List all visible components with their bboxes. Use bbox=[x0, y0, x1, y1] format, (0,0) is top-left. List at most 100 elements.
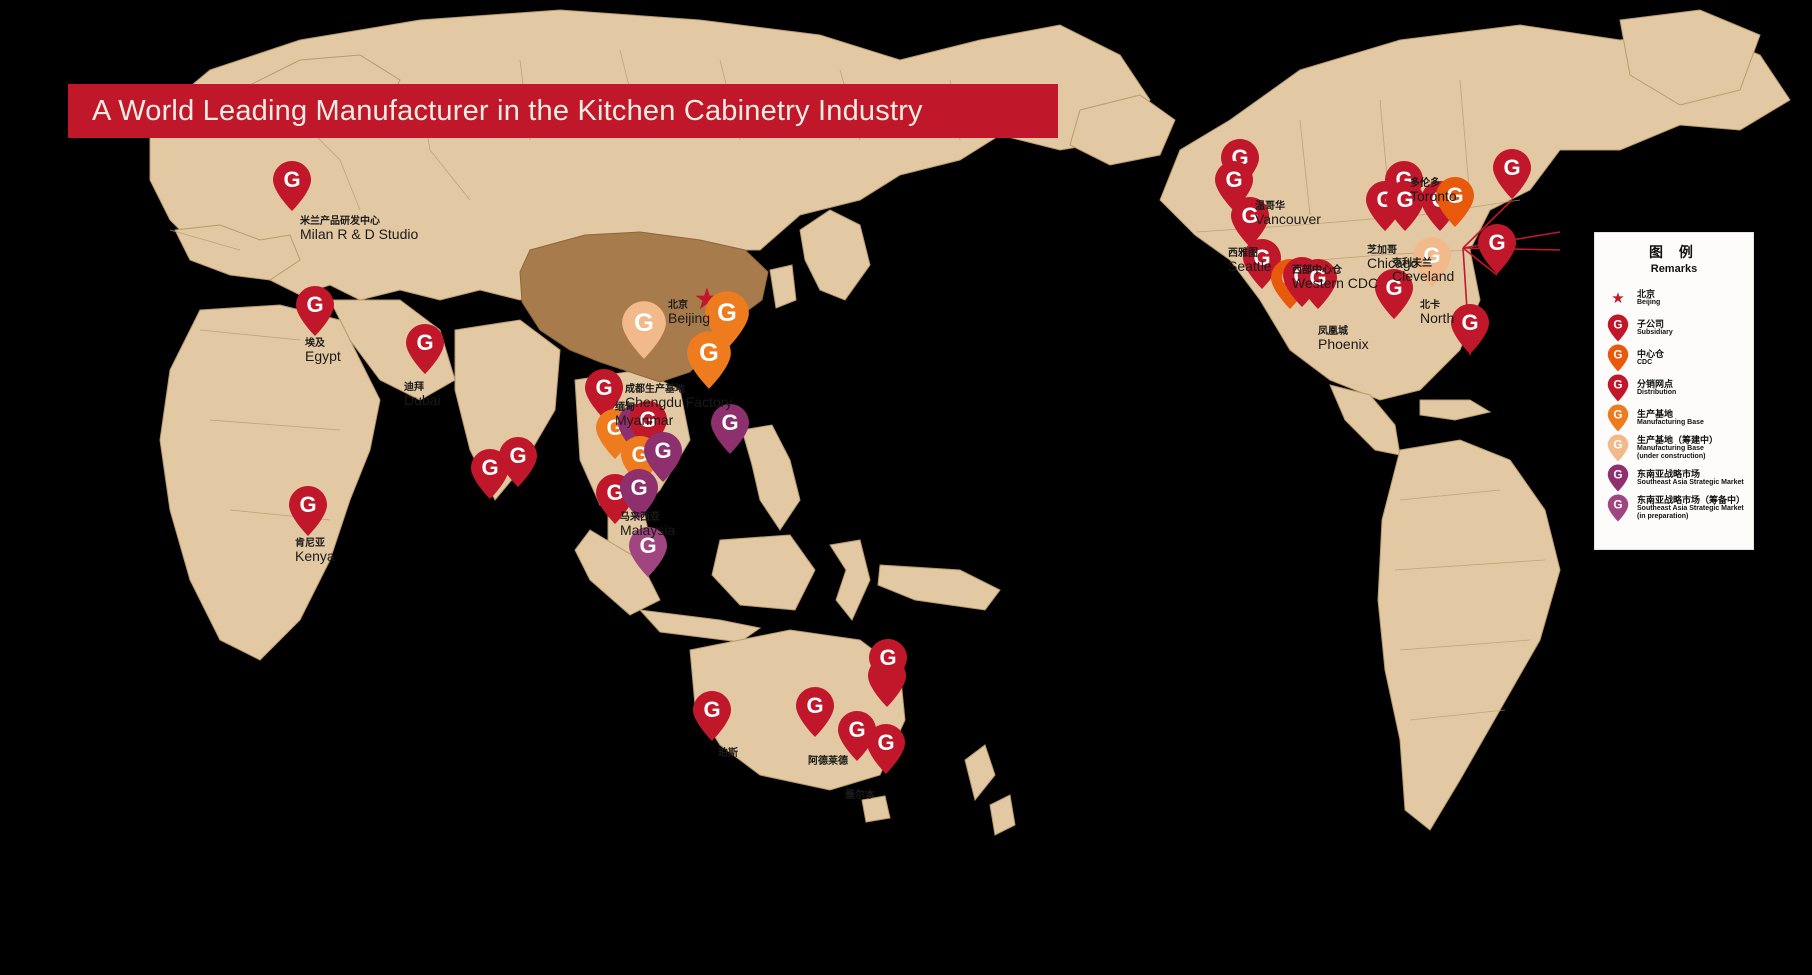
map-pin-g-icon: G bbox=[1601, 434, 1635, 462]
map-pin-perth[interactable]: G bbox=[692, 690, 732, 742]
map-pin-seattle[interactable]: G bbox=[1230, 196, 1270, 248]
legend-row-6: G 东南亚战略市场 Southeast Asia Strategic Market bbox=[1601, 463, 1747, 493]
map-pin-cleveland-2[interactable]: G bbox=[1435, 176, 1475, 228]
legend-label-en: Manufacturing Base bbox=[1637, 419, 1704, 426]
map-pin-g-icon: G bbox=[1601, 404, 1635, 432]
svg-text:G: G bbox=[481, 455, 498, 480]
map-pin-g-icon: G bbox=[1601, 314, 1635, 342]
svg-text:G: G bbox=[1613, 468, 1622, 482]
svg-text:G: G bbox=[1241, 203, 1258, 228]
svg-text:G: G bbox=[299, 492, 316, 517]
map-pin-dubai[interactable]: G bbox=[405, 323, 445, 375]
map-pin-philippines[interactable]: G bbox=[710, 403, 750, 455]
legend-label-cn: 生产基地 bbox=[1637, 409, 1674, 419]
svg-text:G: G bbox=[1613, 378, 1622, 392]
svg-text:G: G bbox=[1423, 243, 1440, 268]
svg-text:G: G bbox=[1613, 438, 1622, 452]
svg-text:G: G bbox=[1385, 275, 1402, 300]
map-pin-milan[interactable]: G bbox=[272, 160, 312, 212]
legend-label: 北京 Beijing bbox=[1635, 289, 1747, 307]
svg-text:G: G bbox=[1461, 310, 1478, 335]
svg-text:G: G bbox=[1396, 187, 1413, 212]
svg-text:G: G bbox=[595, 375, 612, 400]
legend-label-en: Southeast Asia Strategic Market bbox=[1637, 479, 1744, 486]
map-pin-china-east-2[interactable]: G bbox=[686, 330, 732, 390]
legend-label-cn: 分销网点 bbox=[1637, 379, 1674, 389]
title-banner: A World Leading Manufacturer in the Kitc… bbox=[68, 84, 1058, 138]
map-pin-kenya[interactable]: G bbox=[288, 485, 328, 537]
map-pin-adelaide[interactable]: G bbox=[795, 686, 835, 738]
legend-label: 子公司 Subsidiary bbox=[1635, 319, 1747, 337]
legend-label-en: Southeast Asia Strategic Market bbox=[1637, 505, 1744, 512]
legend-label-en: Manufacturing Base bbox=[1637, 445, 1704, 452]
map-pin-malaysia-2[interactable]: G bbox=[619, 468, 659, 520]
legend-title-cn: 图 例 bbox=[1649, 244, 1699, 260]
map-pin-myanmar[interactable]: G bbox=[584, 368, 624, 420]
svg-text:G: G bbox=[877, 730, 894, 755]
map-pin-india-s[interactable]: G bbox=[498, 436, 538, 488]
svg-text:G: G bbox=[703, 697, 720, 722]
map-pin-melb-2[interactable]: G bbox=[866, 723, 906, 775]
map-pin-india-w[interactable]: G bbox=[470, 448, 510, 500]
svg-text:G: G bbox=[806, 693, 823, 718]
map-pin-chicago-3[interactable]: G bbox=[1385, 180, 1425, 232]
svg-text:G: G bbox=[630, 475, 647, 500]
map-pin-brisbane[interactable]: G bbox=[868, 638, 908, 690]
map-pin-newyork[interactable]: G bbox=[1477, 223, 1517, 275]
legend-row-4: G 生产基地 Manufacturing Base bbox=[1601, 403, 1747, 433]
page-title: A World Leading Manufacturer in the Kitc… bbox=[92, 94, 923, 127]
svg-text:G: G bbox=[283, 167, 300, 192]
svg-text:G: G bbox=[1613, 498, 1622, 512]
map-pin-north-car[interactable]: G bbox=[1412, 236, 1452, 288]
svg-text:G: G bbox=[306, 292, 323, 317]
legend-label-cn: 中心仓 bbox=[1637, 349, 1665, 359]
map-pin-florida[interactable]: G bbox=[1450, 303, 1490, 355]
legend-label: 生产基地 Manufacturing Base bbox=[1635, 409, 1747, 427]
legend-label-cn: 生产基地（筹建中） bbox=[1637, 435, 1719, 445]
svg-text:G: G bbox=[416, 330, 433, 355]
svg-text:G: G bbox=[721, 410, 738, 435]
map-pin-melb-1[interactable]: G bbox=[837, 710, 877, 762]
map-pin-viet-sea[interactable]: G bbox=[643, 431, 683, 483]
svg-text:G: G bbox=[1488, 230, 1505, 255]
legend-label: 分销网点 Distribution bbox=[1635, 379, 1747, 397]
svg-text:G: G bbox=[879, 645, 896, 670]
legend-label-en: Distribution bbox=[1637, 389, 1677, 396]
svg-text:G: G bbox=[699, 339, 719, 367]
legend-label-en: CDC bbox=[1637, 359, 1653, 366]
legend-row-3: G 分销网点 Distribution bbox=[1601, 373, 1747, 403]
svg-text:G: G bbox=[1446, 183, 1463, 208]
map-pin-g-icon: G bbox=[1601, 464, 1635, 492]
map-pin-indonesia[interactable]: G bbox=[628, 526, 668, 578]
map-pin-chengdu[interactable]: G bbox=[621, 300, 667, 360]
map-pin-g-icon: G bbox=[1601, 374, 1635, 402]
svg-text:G: G bbox=[717, 299, 737, 327]
svg-text:G: G bbox=[1613, 318, 1622, 332]
svg-text:G: G bbox=[1613, 348, 1622, 362]
legend-row-0: ★ 北京 Beijing bbox=[1601, 283, 1747, 313]
legend-label-en: Beijing bbox=[1637, 299, 1661, 306]
legend-row-2: G 中心仓 CDC bbox=[1601, 343, 1747, 373]
map-pin-texas[interactable]: G bbox=[1374, 268, 1414, 320]
svg-text:G: G bbox=[639, 533, 656, 558]
map-pin-egypt[interactable]: G bbox=[295, 285, 335, 337]
legend-label: 东南亚战略市场（筹备中） Southeast Asia Strategic Mar… bbox=[1635, 495, 1747, 521]
svg-text:G: G bbox=[1225, 167, 1242, 192]
legend-header: 图 例 Remarks bbox=[1595, 233, 1753, 275]
legend-label-cn: 东南亚战略市场（筹备中） bbox=[1637, 495, 1746, 505]
legend-title-en: Remarks bbox=[1650, 263, 1698, 275]
legend-label-en: Subsidiary bbox=[1637, 329, 1673, 336]
legend-panel: 图 例 Remarks ★ 北京 Beijing G 子公司 Subsidiary G 中心仓… bbox=[1594, 232, 1754, 550]
legend-row-1: G 子公司 Subsidiary bbox=[1601, 313, 1747, 343]
map-pin-toronto[interactable]: G bbox=[1492, 148, 1532, 200]
map-pin-western-3[interactable]: G bbox=[1298, 258, 1338, 310]
svg-text:G: G bbox=[1503, 155, 1520, 180]
legend-label-cn: 北京 bbox=[1637, 289, 1656, 299]
svg-text:G: G bbox=[606, 480, 623, 505]
svg-text:G: G bbox=[654, 438, 671, 463]
star-icon: ★ bbox=[1601, 291, 1635, 306]
legend-row-7: G 东南亚战略市场（筹备中） Southeast Asia Strategic Ma… bbox=[1601, 493, 1747, 523]
map-pin-g-icon: G bbox=[1601, 494, 1635, 522]
